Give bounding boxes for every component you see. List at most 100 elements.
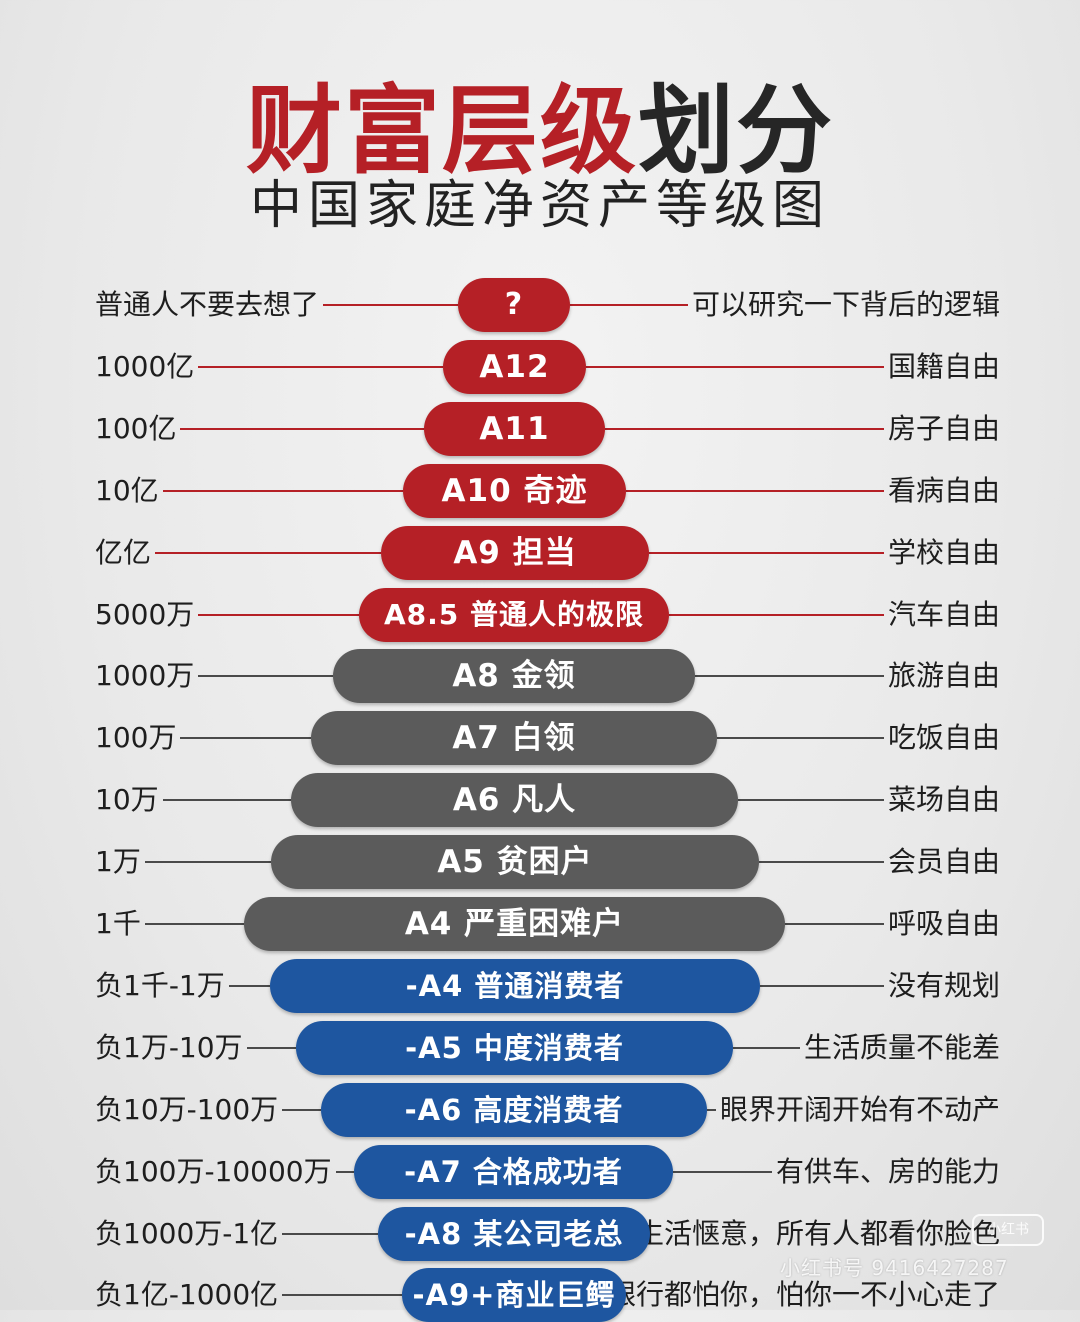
connector-line-right xyxy=(759,861,884,864)
tier-pill: -A4 普通消费者 xyxy=(270,958,760,1013)
tier-amount: 普通人不要去想了 xyxy=(95,288,320,321)
tier-freedom: 生活质量不能差 xyxy=(803,1030,1000,1064)
tier-row: 负1千-1万 没有规划 -A4 普通消费者 xyxy=(0,958,1080,1013)
tier-amount: 负100万-10000万 xyxy=(95,1154,332,1188)
tier-pill: -A8 某公司老总 xyxy=(378,1206,650,1261)
tier-row: 1万 会员自由 A5 贫困户 xyxy=(0,835,1080,890)
watermark-text: 小红书号 9416427287 xyxy=(780,1256,1009,1280)
tier-pill: A8 金领 xyxy=(333,649,695,704)
tier-amount: 负10万-100万 xyxy=(95,1092,279,1126)
tier-pill: -A9+商业巨鳄 xyxy=(402,1268,626,1322)
tier-freedom: 国籍自由 xyxy=(887,349,1000,383)
connector-line-left xyxy=(155,551,381,554)
connector-line-right xyxy=(707,1108,716,1111)
tier-freedom: 学校自由 xyxy=(887,535,1000,569)
tier-amount: 100亿 xyxy=(95,411,177,445)
connector-line-right xyxy=(586,365,884,368)
tier-row: 10万 菜场自由 A6 凡人 xyxy=(0,773,1080,828)
tier-pill: A6 凡人 xyxy=(291,773,738,828)
tier-amount: 1千 xyxy=(95,907,141,940)
connector-line-right xyxy=(649,551,884,554)
tier-row: 100万 吃饭自由 A7 白领 xyxy=(0,711,1080,766)
tier-pill: A10 奇迹 xyxy=(403,463,626,518)
tier-row: 100亿 房子自由 A11 xyxy=(0,401,1080,456)
tier-pill: -A5 中度消费者 xyxy=(296,1020,733,1075)
page-title: 财富层级划分 xyxy=(0,76,1080,186)
connector-line-right xyxy=(717,737,884,740)
tier-freedom: 看病自由 xyxy=(887,473,1000,507)
connector-line-left xyxy=(282,1294,402,1297)
connector-line-left xyxy=(162,489,403,492)
tier-pill: A9 担当 xyxy=(381,525,649,580)
tier-pill: A5 贫困户 xyxy=(271,835,759,890)
tier-amount: 负1000万-1亿 xyxy=(95,1216,279,1250)
connector-line-right xyxy=(695,675,884,678)
tier-row: 负10万-100万 眼界开阔开始有不动产 -A6 高度消费者 xyxy=(0,1082,1080,1137)
tier-amount: 5000万 xyxy=(95,597,195,631)
tier-freedom: 菜场自由 xyxy=(887,783,1000,817)
connector-line-right xyxy=(605,427,884,430)
title-dark-part: 划分 xyxy=(638,74,834,187)
tier-amount: 10万 xyxy=(95,783,159,817)
connector-line-right xyxy=(669,613,884,616)
tier-amount: 负1亿-1000亿 xyxy=(95,1278,279,1312)
tier-freedom: 生活惬意，所有人都看你脸色 xyxy=(635,1216,1000,1250)
connector-line-left xyxy=(162,799,291,802)
tier-freedom: 可以研究一下背后的逻辑 xyxy=(691,288,1000,321)
connector-line-left xyxy=(144,861,271,864)
tier-pill: A12 xyxy=(443,339,586,394)
tier-amount: 1000亿 xyxy=(95,349,195,383)
connector-line-left xyxy=(180,737,311,740)
title-red-part: 财富层级 xyxy=(246,74,638,187)
tier-freedom: 有供车、房的能力 xyxy=(775,1154,1000,1188)
connector-line-right xyxy=(785,923,884,925)
tier-amount: 亿亿 xyxy=(95,535,152,569)
connector-line-left xyxy=(323,304,458,306)
tier-row: 负1000万-1亿 生活惬意，所有人都看你脸色 -A8 某公司老总 xyxy=(0,1206,1080,1261)
page-subtitle: 中国家庭净资产等级图 xyxy=(249,176,830,236)
tier-freedom: 呼吸自由 xyxy=(887,907,1000,940)
connector-line-left xyxy=(335,1170,354,1173)
connector-line-left xyxy=(228,984,270,987)
connector-line-right xyxy=(673,1170,772,1173)
connector-line-left xyxy=(198,675,333,678)
connector-line-left xyxy=(144,923,244,925)
tier-freedom: 房子自由 xyxy=(887,411,1000,445)
connector-line-left xyxy=(180,427,424,430)
connector-line-left xyxy=(198,613,359,616)
connector-line-right xyxy=(760,984,884,987)
connector-line-right xyxy=(626,489,884,492)
connector-line-left xyxy=(198,365,443,368)
tier-pill: A8.5 普通人的极限 xyxy=(359,587,669,642)
tier-row: 亿亿 学校自由 A9 担当 xyxy=(0,525,1080,580)
connector-line-right xyxy=(738,799,884,802)
tier-amount: 1万 xyxy=(95,845,141,879)
tier-amount: 1000万 xyxy=(95,659,195,693)
watermark-badge: 小红书 xyxy=(972,1214,1044,1246)
tier-pill: -A6 高度消费者 xyxy=(321,1082,707,1137)
tier-row: 10亿 看病自由 A10 奇迹 xyxy=(0,463,1080,518)
tier-freedom: 会员自由 xyxy=(887,845,1000,879)
connector-line-left xyxy=(246,1046,296,1049)
tier-pill: ? xyxy=(458,278,570,332)
tier-freedom: 旅游自由 xyxy=(887,659,1000,693)
tier-amount: 负1千-1万 xyxy=(95,968,225,1002)
tier-row: 5000万 汽车自由 A8.5 普通人的极限 xyxy=(0,587,1080,642)
connector-line-left xyxy=(282,1232,378,1235)
tier-row: 负100万-10000万 有供车、房的能力 -A7 合格成功者 xyxy=(0,1144,1080,1199)
tier-row: 负1万-10万 生活质量不能差 -A5 中度消费者 xyxy=(0,1020,1080,1075)
tier-amount: 100万 xyxy=(95,721,177,755)
tier-freedom: 没有规划 xyxy=(887,968,1000,1002)
connector-line-left xyxy=(282,1108,321,1111)
connector-line-right xyxy=(733,1046,800,1049)
tier-row: 1000万 旅游自由 A8 金领 xyxy=(0,649,1080,704)
connector-line-right xyxy=(570,304,688,306)
tier-row: 1000亿 国籍自由 A12 xyxy=(0,339,1080,394)
tier-row: 1千 呼吸自由 A4 严重困难户 xyxy=(0,897,1080,951)
tier-amount: 负1万-10万 xyxy=(95,1030,243,1064)
tier-freedom: 银行都怕你，怕你一不小心走了 xyxy=(607,1278,1000,1312)
tier-freedom: 汽车自由 xyxy=(887,597,1000,631)
tier-pill: -A7 合格成功者 xyxy=(354,1144,673,1199)
tier-freedom: 吃饭自由 xyxy=(887,721,1000,755)
tier-row: 负1亿-1000亿 银行都怕你，怕你一不小心走了 -A9+商业巨鳄 xyxy=(0,1268,1080,1322)
